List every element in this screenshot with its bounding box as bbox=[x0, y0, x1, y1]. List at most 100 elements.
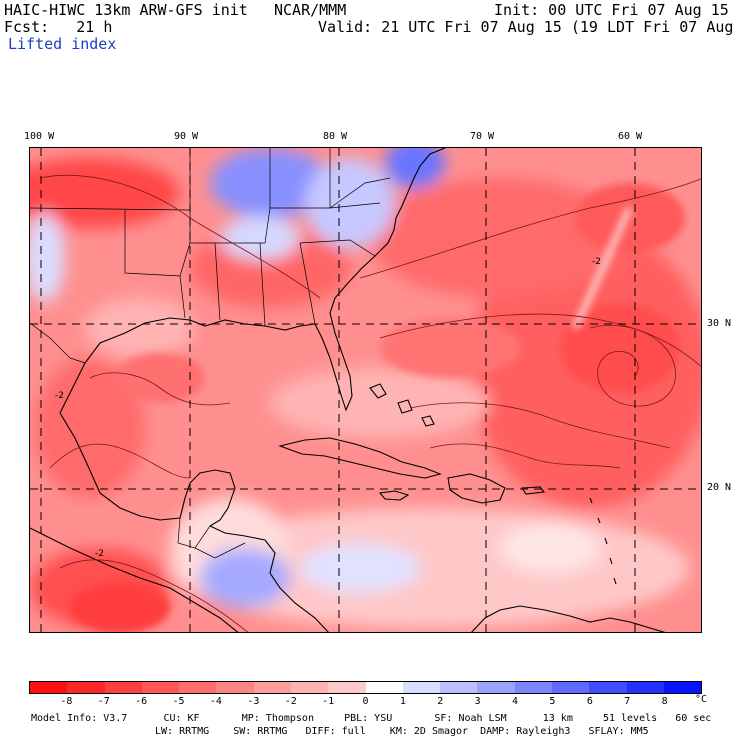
border-honduras bbox=[194, 542, 246, 559]
coast-south-america bbox=[471, 605, 666, 632]
valid-time: Valid: 21 UTC Fri 07 Aug 15 (19 LDT Fri … bbox=[318, 18, 740, 36]
lon-label-80w: 80 W bbox=[323, 131, 348, 142]
field-stable-west-texas bbox=[30, 213, 65, 303]
colorbar-labels: -8 -7 -6 -5 -4 -3 -2 -1 0 1 2 3 4 5 6 7 8 bbox=[29, 696, 702, 708]
colorbar-bin bbox=[551, 682, 590, 693]
colorbar-bin bbox=[514, 682, 552, 693]
colorbar-tick-label: 6 bbox=[586, 696, 593, 707]
border-state-3 bbox=[179, 275, 186, 319]
colorbar-bin bbox=[440, 682, 478, 693]
colorbar-bin bbox=[141, 682, 180, 693]
contour-5 bbox=[49, 443, 191, 479]
colorbar-tick-label: -2 bbox=[284, 696, 297, 707]
colorbar-unit: °C bbox=[695, 694, 708, 705]
field-stable-honduras bbox=[200, 548, 290, 608]
island-puerto-rico bbox=[521, 486, 546, 495]
field-name: Lifted index bbox=[8, 35, 117, 53]
colorbar-bin bbox=[179, 682, 217, 693]
contour-7 bbox=[409, 402, 671, 449]
colorbar-tick-label: -7 bbox=[97, 696, 110, 707]
coast-mexico-east bbox=[59, 412, 236, 527]
island-hispaniola bbox=[447, 473, 506, 504]
coastlines bbox=[30, 148, 666, 632]
field-core-atlantic bbox=[560, 303, 680, 393]
colorbar bbox=[29, 681, 702, 694]
colorbar-bin bbox=[589, 682, 627, 693]
colorbar-bin bbox=[30, 682, 68, 693]
contour-6 bbox=[59, 559, 249, 632]
field-core-northeast bbox=[575, 183, 685, 253]
colorbar-bin bbox=[365, 682, 403, 693]
colorbar-tick-label: -8 bbox=[60, 696, 73, 707]
field-core-east-of-florida bbox=[380, 318, 520, 378]
field-stable-ohio bbox=[305, 158, 395, 248]
contour-label-1: -2 bbox=[592, 257, 601, 267]
colorbar-tick-label: 5 bbox=[549, 696, 556, 707]
contour-9 bbox=[429, 443, 621, 469]
lat-lon-grid bbox=[30, 148, 701, 632]
colorbar-tick-label: 8 bbox=[661, 696, 668, 707]
colorbar-tick-label: 1 bbox=[399, 696, 406, 707]
colorbar-bin bbox=[328, 682, 366, 693]
colorbar-tick-label: -6 bbox=[135, 696, 148, 707]
colorbar-tick-label: 0 bbox=[362, 696, 369, 707]
model-title: HAIC-HIWC 13km ARW-GFS init bbox=[4, 1, 248, 19]
border-state-7 bbox=[329, 177, 391, 209]
island-jamaica bbox=[378, 490, 410, 501]
org-label: NCAR/MMM bbox=[274, 1, 347, 19]
model-info-line2: LW: RRTMG SW: RRTMG DIFF: full KM: 2D Sm… bbox=[155, 726, 649, 737]
field-core-pacific bbox=[70, 583, 170, 632]
lon-label-90w: 90 W bbox=[174, 131, 199, 142]
colorbar-bin bbox=[253, 682, 291, 693]
field-strong-gulf-west bbox=[35, 358, 145, 498]
lat-label-20n: 20 N bbox=[707, 482, 732, 493]
colorbar-tick-label: 4 bbox=[512, 696, 519, 707]
lon-label-100w: 100 W bbox=[24, 131, 55, 142]
lifted-index-map: -2 -2 -2 bbox=[29, 147, 702, 633]
field-strong-atlantic-north bbox=[370, 178, 630, 298]
colorbar-bin bbox=[477, 682, 515, 693]
colorbar-bin bbox=[663, 682, 702, 693]
island-bahamas bbox=[369, 383, 435, 427]
borders bbox=[30, 148, 391, 559]
colorbar-tick-label: 2 bbox=[437, 696, 444, 707]
colorbar-bin bbox=[104, 682, 142, 693]
colorbar-tick-label: 7 bbox=[624, 696, 631, 707]
colorbar-tick-label: 3 bbox=[474, 696, 481, 707]
coast-gulf-florida bbox=[59, 148, 446, 414]
colorbar-tick-label: -4 bbox=[209, 696, 222, 707]
model-info-line1: Model Info: V3.7 CU: KF MP: Thompson PBL… bbox=[31, 713, 712, 724]
border-us-mexico bbox=[30, 322, 86, 364]
field-frontal-streak bbox=[572, 206, 633, 330]
contour-label-2: -2 bbox=[55, 391, 64, 401]
border-state-6 bbox=[299, 239, 376, 257]
contour-8 bbox=[89, 372, 231, 406]
contour-2 bbox=[359, 178, 701, 279]
border-guatemala bbox=[177, 517, 211, 549]
colorbar-tick-label: -3 bbox=[247, 696, 260, 707]
colorbar-bin bbox=[402, 682, 441, 693]
forecast-hour: Fcst: 21 h bbox=[4, 18, 113, 36]
colorbar-bin bbox=[290, 682, 329, 693]
border-state-5 bbox=[214, 148, 331, 327]
colorbar-tick-label: -1 bbox=[322, 696, 335, 707]
colorbar-tick-label: -5 bbox=[172, 696, 185, 707]
colorbar-bin bbox=[67, 682, 105, 693]
contour-4 bbox=[589, 325, 676, 407]
field-stable-midatlantic bbox=[385, 148, 445, 188]
map-svg: -2 -2 -2 bbox=[30, 148, 701, 632]
field-stable-southeast bbox=[220, 216, 300, 260]
field-light-straits bbox=[270, 368, 490, 438]
lon-label-70w: 70 W bbox=[470, 131, 495, 142]
colorbar-bin bbox=[216, 682, 254, 693]
island-cuba bbox=[278, 437, 442, 479]
init-time: Init: 00 UTC Fri 07 Aug 15 bbox=[494, 1, 729, 19]
lat-label-30n: 30 N bbox=[707, 318, 732, 329]
lon-label-60w: 60 W bbox=[618, 131, 643, 142]
field-stable-lesser-antilles bbox=[500, 523, 600, 573]
contour-label-3: -2 bbox=[95, 549, 104, 559]
coast-pacific-side bbox=[30, 527, 239, 632]
coast-central-america bbox=[209, 525, 329, 632]
island-chain-antilles bbox=[589, 497, 617, 585]
field-stable-caribbean bbox=[300, 543, 420, 593]
